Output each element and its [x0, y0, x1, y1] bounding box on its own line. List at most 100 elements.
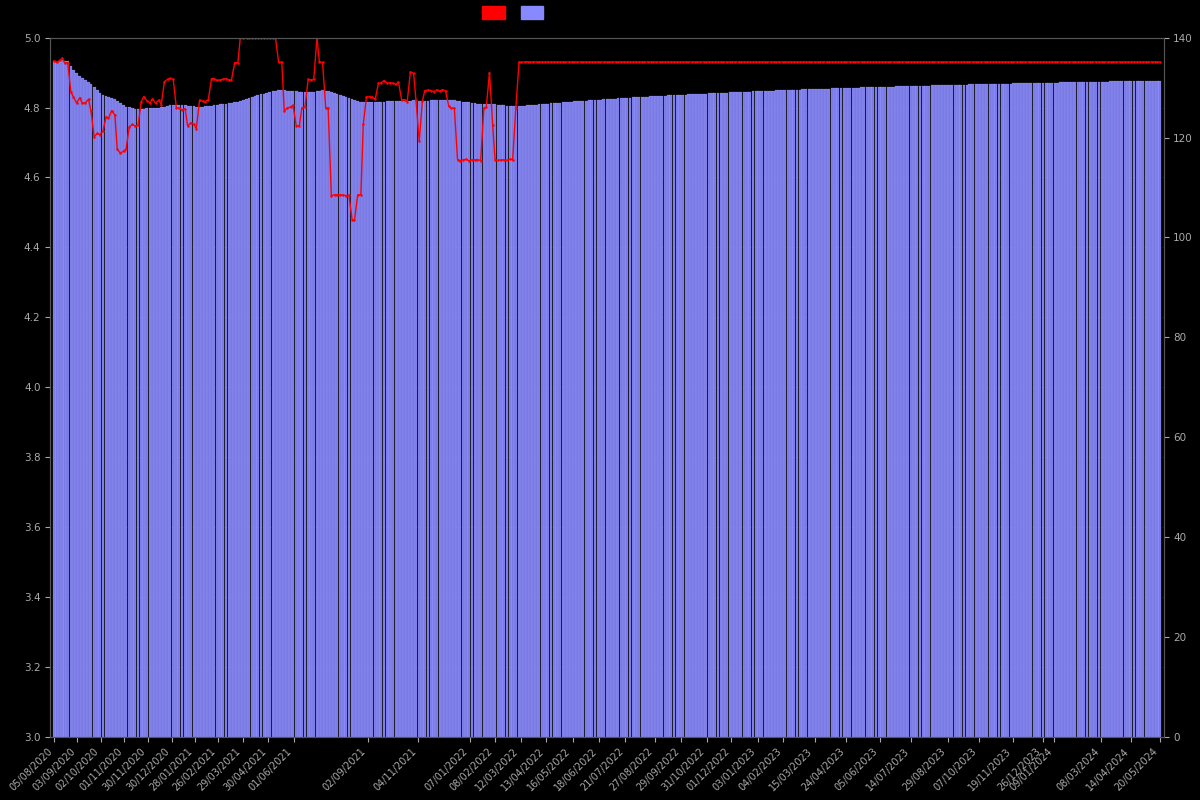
Bar	[318, 90, 320, 737]
Bar	[76, 74, 78, 737]
Bar	[694, 94, 696, 737]
Bar	[500, 105, 503, 737]
Bar	[151, 108, 154, 737]
Bar	[116, 101, 119, 737]
Bar	[716, 93, 719, 737]
Bar	[167, 106, 169, 737]
Bar	[326, 91, 330, 737]
Bar	[350, 99, 354, 737]
Bar	[1042, 83, 1044, 737]
Bar	[995, 84, 997, 737]
Bar	[55, 62, 58, 737]
Bar	[977, 84, 979, 737]
Bar	[277, 90, 280, 737]
Bar	[160, 107, 162, 737]
Bar	[104, 96, 108, 737]
Bar	[893, 86, 895, 737]
Bar	[845, 88, 848, 737]
Bar	[948, 85, 950, 737]
Bar	[98, 93, 101, 737]
Bar	[836, 88, 839, 737]
Bar	[312, 92, 316, 737]
Bar	[289, 90, 292, 737]
Bar	[582, 101, 584, 737]
Bar	[1153, 81, 1156, 737]
Bar	[1121, 82, 1123, 737]
Bar	[206, 106, 210, 737]
Bar	[649, 97, 653, 737]
Bar	[1115, 82, 1118, 737]
Bar	[324, 90, 328, 737]
Bar	[1015, 83, 1018, 737]
Bar	[338, 95, 342, 737]
Bar	[424, 101, 426, 737]
Bar	[1027, 83, 1030, 737]
Bar	[362, 102, 365, 737]
Bar	[1145, 81, 1147, 737]
Bar	[857, 87, 860, 737]
Legend: , : ,	[479, 2, 557, 23]
Bar	[641, 97, 643, 737]
Bar	[553, 103, 556, 737]
Bar	[1129, 81, 1133, 737]
Bar	[887, 86, 889, 737]
Bar	[92, 87, 96, 737]
Bar	[80, 78, 84, 737]
Bar	[635, 98, 637, 737]
Bar	[356, 102, 359, 737]
Bar	[773, 90, 775, 737]
Bar	[336, 94, 338, 737]
Bar	[944, 85, 948, 737]
Bar	[344, 97, 347, 737]
Bar	[895, 86, 899, 737]
Bar	[852, 88, 854, 737]
Bar	[661, 96, 664, 737]
Bar	[145, 108, 149, 737]
Bar	[409, 101, 412, 737]
Bar	[720, 93, 722, 737]
Bar	[611, 98, 614, 737]
Bar	[436, 100, 438, 737]
Bar	[942, 85, 944, 737]
Bar	[916, 86, 918, 737]
Bar	[790, 90, 793, 737]
Bar	[781, 90, 784, 737]
Bar	[1156, 81, 1158, 737]
Bar	[259, 94, 263, 737]
Bar	[810, 89, 812, 737]
Bar	[974, 84, 977, 737]
Bar	[298, 92, 301, 737]
Bar	[175, 105, 178, 737]
Bar	[590, 100, 593, 737]
Bar	[1118, 82, 1121, 737]
Bar	[792, 90, 796, 737]
Bar	[1012, 83, 1015, 737]
Bar	[395, 101, 397, 737]
Bar	[440, 100, 444, 737]
Bar	[647, 97, 649, 737]
Bar	[310, 92, 312, 737]
Bar	[374, 102, 377, 737]
Bar	[163, 106, 166, 737]
Bar	[913, 86, 916, 737]
Bar	[503, 106, 505, 737]
Bar	[1141, 81, 1145, 737]
Bar	[1133, 81, 1135, 737]
Bar	[584, 101, 588, 737]
Bar	[989, 84, 991, 737]
Bar	[1082, 82, 1085, 737]
Bar	[479, 104, 482, 737]
Bar	[239, 101, 241, 737]
Bar	[599, 99, 602, 737]
Bar	[391, 101, 395, 737]
Bar	[608, 99, 611, 737]
Bar	[572, 102, 576, 737]
Bar	[61, 61, 64, 737]
Bar	[316, 91, 318, 737]
Bar	[274, 90, 277, 737]
Bar	[637, 97, 641, 737]
Bar	[769, 90, 772, 737]
Bar	[415, 100, 418, 737]
Bar	[131, 108, 134, 737]
Bar	[562, 102, 564, 737]
